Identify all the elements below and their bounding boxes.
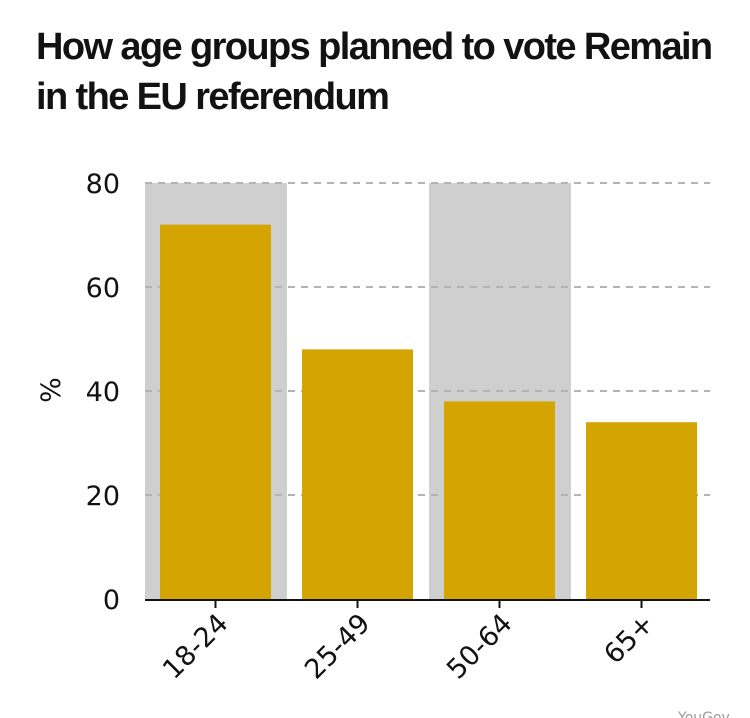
bar-65+: [586, 422, 697, 599]
x-tick-50-64: 50-64: [441, 608, 518, 685]
bar-18-24: [160, 224, 271, 599]
bars: [160, 224, 697, 599]
x-tick-65+: 65+: [598, 608, 660, 670]
bar-25-49: [302, 349, 413, 599]
bar-50-64: [444, 401, 555, 599]
x-tick-25-49: 25-49: [299, 608, 376, 685]
chart-title: How age groups planned to vote Remain in…: [36, 26, 713, 118]
y-tick-20: 20: [86, 481, 120, 512]
x-tick-labels: 18-24 25-49 50-64 65+: [157, 600, 660, 685]
y-tick-40: 40: [86, 377, 120, 408]
source-credit: YouGov: [677, 710, 730, 718]
y-tick-labels: 0 20 40 60 80: [86, 169, 120, 616]
x-tick-18-24: 18-24: [157, 608, 234, 685]
y-tick-0: 0: [103, 585, 120, 616]
y-tick-80: 80: [86, 169, 120, 200]
y-tick-60: 60: [86, 273, 120, 304]
y-axis-label: %: [36, 377, 67, 403]
